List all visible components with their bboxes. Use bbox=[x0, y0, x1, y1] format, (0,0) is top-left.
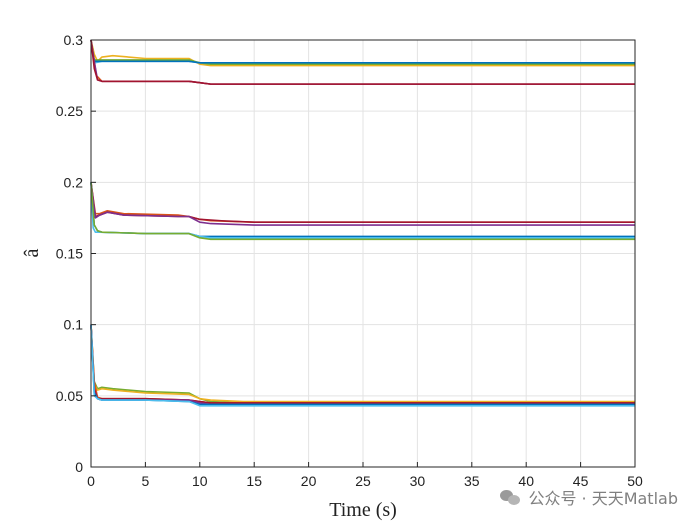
x-tick-label: 5 bbox=[142, 473, 150, 489]
x-tick-label: 45 bbox=[573, 473, 589, 489]
series-line-10 bbox=[90, 182, 635, 226]
watermark-text: 公众号 · 天天Matlab bbox=[528, 489, 678, 508]
wechat-icon bbox=[500, 488, 522, 506]
tick-group: 0 5 10 15 20 25 30 35 40 45 50 0 0.05 0.1 0.15 0.2 0.25 0… bbox=[56, 32, 643, 489]
x-tick-label: 40 bbox=[518, 473, 534, 489]
x-tick-label: 20 bbox=[301, 473, 317, 489]
series-line-7 bbox=[90, 39, 635, 85]
x-tick-label: 35 bbox=[464, 473, 480, 489]
x-tick-label: 0 bbox=[87, 473, 95, 489]
watermark: 公众号 · 天天Matlab bbox=[500, 485, 678, 509]
series-line-14 bbox=[90, 324, 635, 404]
y-tick-label: 0.2 bbox=[64, 174, 84, 190]
x-tick-label: 25 bbox=[355, 473, 371, 489]
y-tick-label: 0 bbox=[75, 459, 83, 475]
y-tick-label: 0.15 bbox=[56, 246, 83, 262]
y-tick-label: 0.05 bbox=[56, 388, 83, 404]
series-line-13 bbox=[90, 182, 635, 241]
y-tick-label: 0.25 bbox=[56, 103, 83, 119]
x-tick-label: 30 bbox=[410, 473, 426, 489]
series-line-1 bbox=[90, 39, 635, 67]
series-line-4 bbox=[90, 39, 635, 64]
x-tick-label: 10 bbox=[192, 473, 208, 489]
x-axis-label: Time (s) bbox=[329, 499, 397, 521]
y-tick-label: 0.3 bbox=[64, 32, 84, 48]
x-tick-label: 15 bbox=[246, 473, 262, 489]
y-tick-label: 0.1 bbox=[64, 317, 84, 333]
series-line-3 bbox=[90, 39, 635, 65]
series-group bbox=[90, 39, 635, 407]
y-axis-label: â bbox=[21, 248, 43, 257]
series-line-20 bbox=[90, 324, 635, 407]
x-tick-label: 50 bbox=[627, 473, 643, 489]
